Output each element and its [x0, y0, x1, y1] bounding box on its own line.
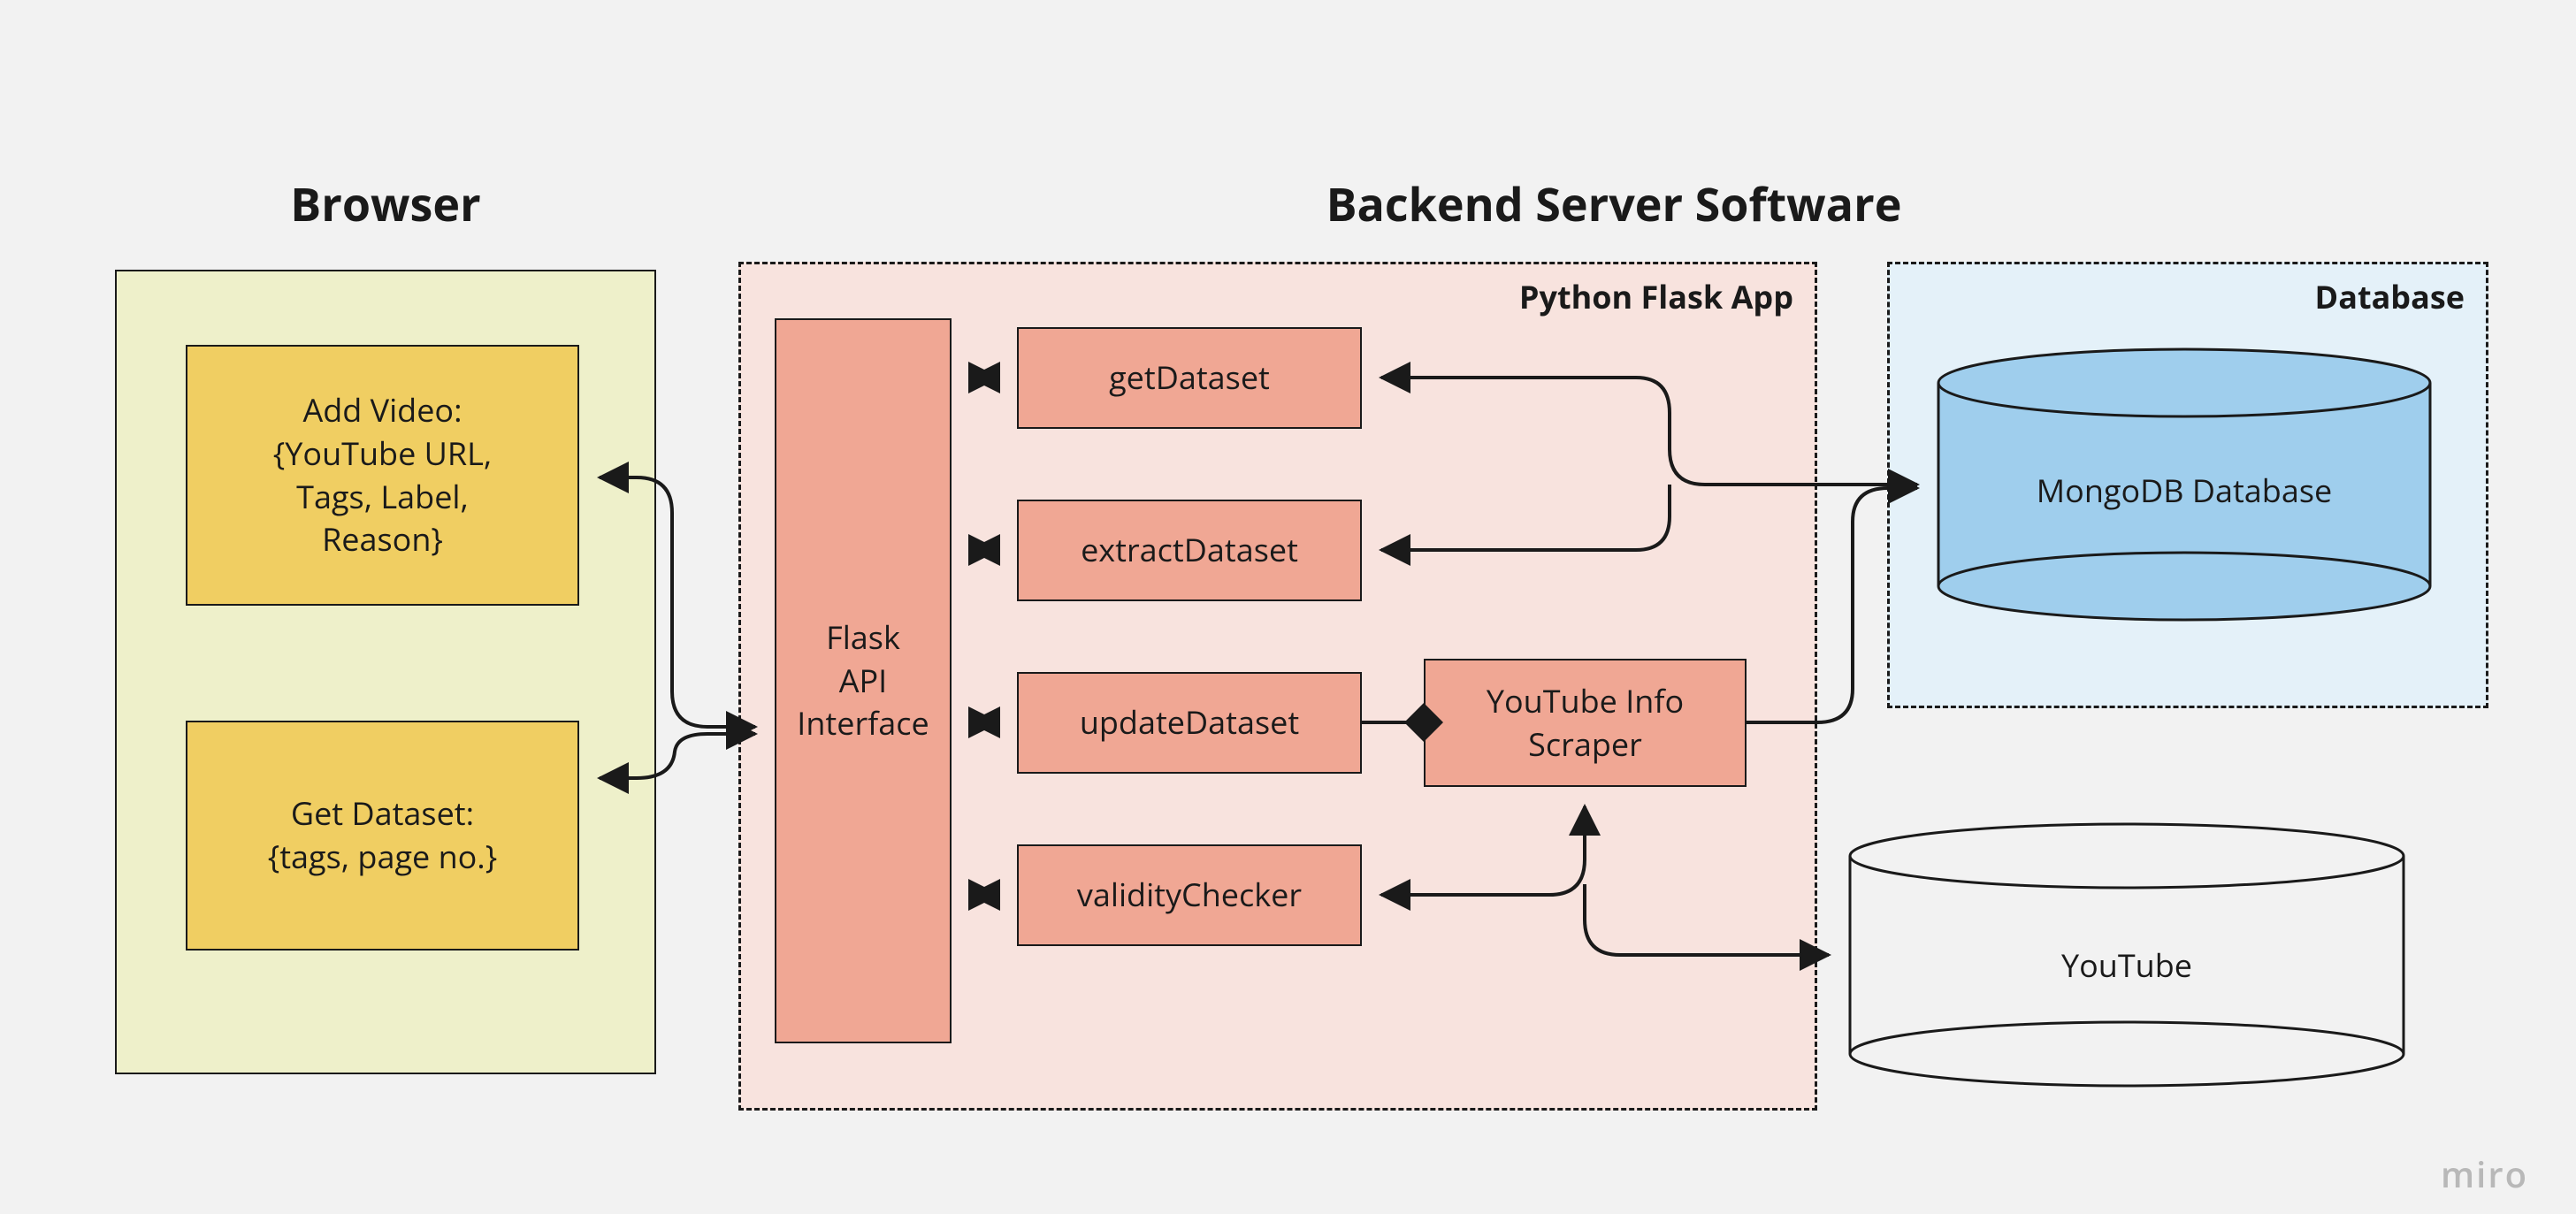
- cylinder-mongodb-label: MongoDB Database: [2037, 469, 2332, 512]
- diagram-canvas: Browser Backend Server Software Python F…: [0, 0, 2576, 1214]
- node-validityChecker: validityChecker: [1017, 844, 1362, 946]
- node-flask-api: Flask API Interface: [775, 318, 952, 1043]
- flask-container-title: Python Flask App: [1519, 275, 1793, 318]
- heading-backend: Backend Server Software: [738, 172, 2489, 235]
- watermark: miro: [2441, 1149, 2528, 1198]
- cylinder-youtube-label: YouTube: [2061, 943, 2192, 987]
- cylinder-youtube: YouTube: [1848, 822, 2405, 1088]
- node-add-video: Add Video: {YouTube URL, Tags, Label, Re…: [186, 345, 579, 606]
- heading-browser: Browser: [115, 172, 656, 235]
- database-container-title: Database: [2315, 275, 2465, 318]
- node-getDataset: getDataset: [1017, 327, 1362, 429]
- node-updateDataset: updateDataset: [1017, 672, 1362, 774]
- node-get-dataset: Get Dataset: {tags, page no.}: [186, 721, 579, 951]
- node-yt-scraper: YouTube Info Scraper: [1424, 659, 1747, 787]
- node-extractDataset: extractDataset: [1017, 500, 1362, 601]
- cylinder-mongodb: MongoDB Database: [1937, 347, 2432, 622]
